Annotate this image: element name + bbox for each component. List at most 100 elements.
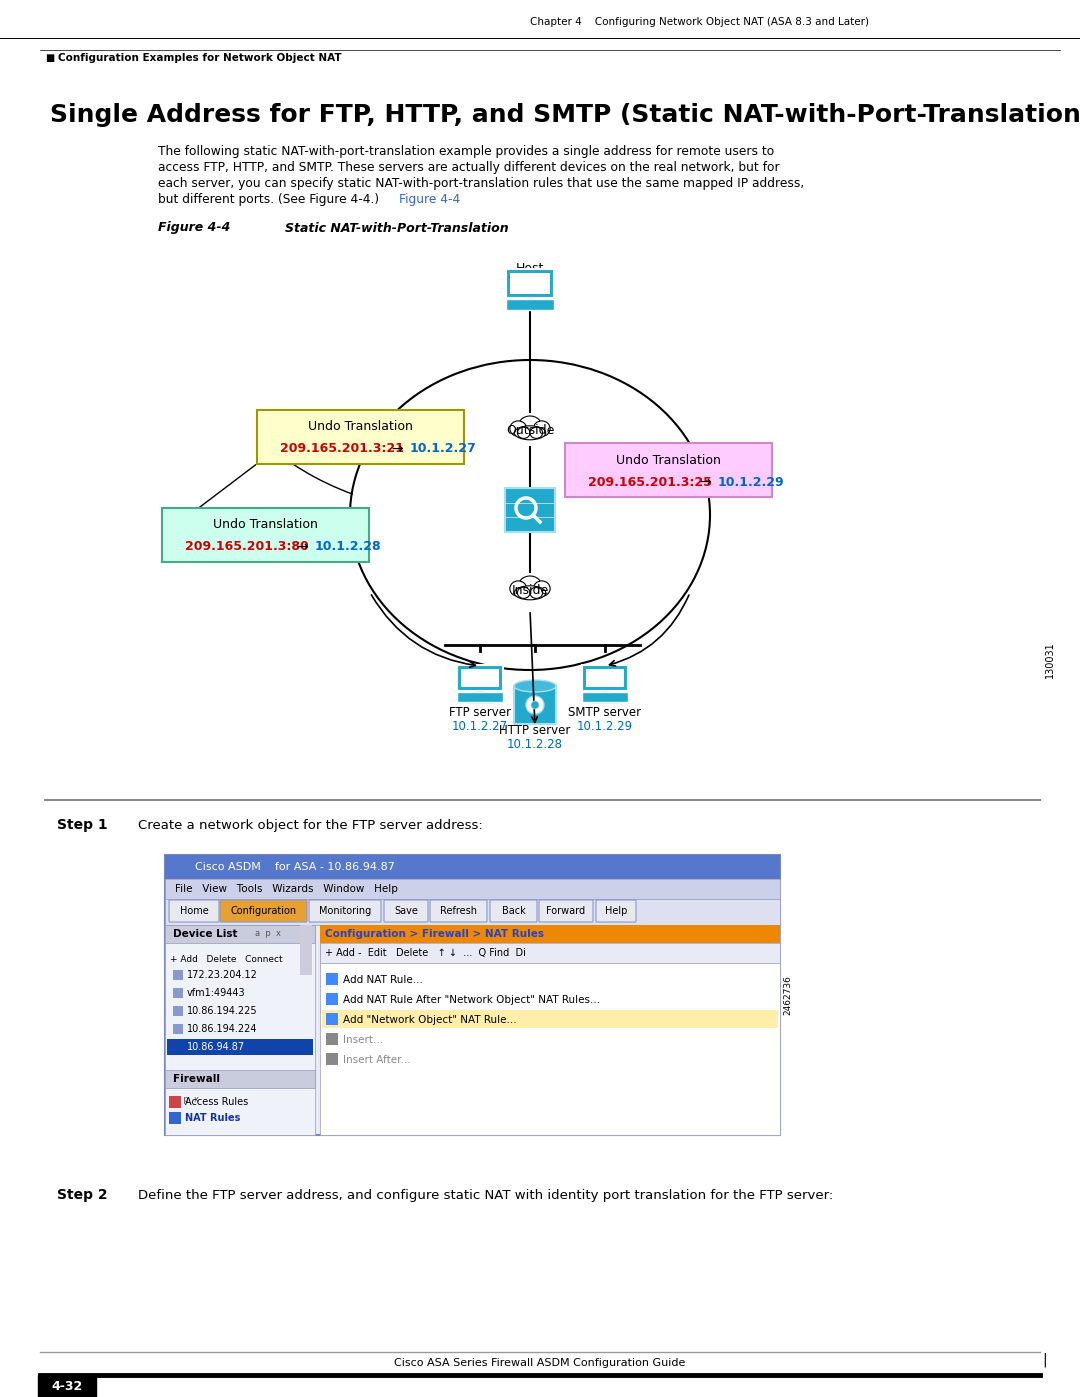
Text: Refresh: Refresh	[440, 907, 477, 916]
Text: 4-32: 4-32	[52, 1379, 83, 1393]
Ellipse shape	[510, 581, 527, 597]
Text: Undo Translation: Undo Translation	[308, 420, 413, 433]
Text: but different ports. (See Figure 4-4.): but different ports. (See Figure 4-4.)	[158, 194, 379, 207]
FancyBboxPatch shape	[510, 274, 550, 293]
Text: Forward: Forward	[546, 907, 585, 916]
Ellipse shape	[530, 427, 542, 439]
FancyBboxPatch shape	[320, 943, 780, 963]
Text: FTP server: FTP server	[449, 705, 511, 718]
Text: →: →	[391, 441, 403, 455]
Text: 10.86.194.225: 10.86.194.225	[187, 1006, 258, 1016]
FancyBboxPatch shape	[476, 690, 484, 698]
Text: Define the FTP server address, and configure static NAT with identity port trans: Define the FTP server address, and confi…	[138, 1189, 834, 1201]
Text: 2462736: 2462736	[783, 975, 793, 1016]
FancyBboxPatch shape	[173, 1006, 183, 1016]
Text: Configuration > Firewall > NAT Rules: Configuration > Firewall > NAT Rules	[325, 929, 544, 939]
Text: Figure 4-4: Figure 4-4	[158, 222, 230, 235]
Text: a  p  x: a p x	[173, 1095, 199, 1105]
Text: 10.1.2.27: 10.1.2.27	[409, 443, 476, 455]
Text: Configuration: Configuration	[230, 907, 297, 916]
FancyBboxPatch shape	[165, 855, 780, 1134]
Text: Single Address for FTP, HTTP, and SMTP (Static NAT-with-Port-Translation): Single Address for FTP, HTTP, and SMTP (…	[50, 103, 1080, 127]
Ellipse shape	[514, 680, 556, 692]
Text: Chapter 4    Configuring Network Object NAT (ASA 8.3 and Later): Chapter 4 Configuring Network Object NAT…	[530, 17, 869, 27]
Text: Step 2: Step 2	[57, 1187, 108, 1201]
FancyBboxPatch shape	[326, 972, 338, 985]
Text: HTTP server: HTTP server	[499, 724, 570, 736]
FancyBboxPatch shape	[586, 669, 624, 686]
FancyBboxPatch shape	[168, 1097, 181, 1108]
FancyBboxPatch shape	[300, 925, 312, 975]
FancyBboxPatch shape	[257, 409, 463, 464]
Text: Configuration Examples for Network Object NAT: Configuration Examples for Network Objec…	[58, 53, 341, 63]
FancyBboxPatch shape	[507, 299, 554, 310]
FancyBboxPatch shape	[461, 669, 499, 686]
Ellipse shape	[517, 427, 530, 439]
Text: 10.1.2.27: 10.1.2.27	[451, 719, 508, 732]
FancyBboxPatch shape	[516, 305, 544, 310]
Text: access FTP, HTTP, and SMTP. These servers are actually different devices on the : access FTP, HTTP, and SMTP. These server…	[158, 162, 780, 175]
Text: Cisco ASDM    for ASA - 10.86.94.87: Cisco ASDM for ASA - 10.86.94.87	[195, 862, 395, 872]
Ellipse shape	[518, 576, 541, 595]
Text: SMTP server: SMTP server	[568, 705, 642, 718]
Text: + Add -  Edit   Delete   ↑ ↓  ...  Q Find  Di: + Add - Edit Delete ↑ ↓ ... Q Find Di	[325, 949, 526, 958]
Text: 10.1.2.29: 10.1.2.29	[577, 719, 633, 732]
FancyBboxPatch shape	[600, 690, 609, 698]
Text: Insert After...: Insert After...	[343, 1055, 410, 1065]
Text: →: →	[296, 541, 308, 555]
Text: 130031: 130031	[1045, 641, 1055, 679]
Text: The following static NAT-with-port-translation example provides a single address: The following static NAT-with-port-trans…	[158, 145, 774, 158]
FancyBboxPatch shape	[162, 509, 368, 562]
FancyBboxPatch shape	[173, 970, 183, 981]
Text: Undo Translation: Undo Translation	[616, 454, 720, 467]
FancyBboxPatch shape	[539, 900, 593, 922]
Text: Firewall: Firewall	[173, 1074, 220, 1084]
Text: Host: Host	[516, 261, 544, 274]
Text: each server, you can specify static NAT-with-port-translation rules that use the: each server, you can specify static NAT-…	[158, 177, 805, 190]
Text: Outside: Outside	[505, 423, 554, 436]
Text: Figure 4-4: Figure 4-4	[399, 194, 460, 207]
FancyBboxPatch shape	[165, 879, 780, 900]
FancyBboxPatch shape	[582, 692, 627, 701]
Text: Add "Network Object" NAT Rule...: Add "Network Object" NAT Rule...	[343, 1016, 516, 1025]
Ellipse shape	[534, 420, 550, 436]
Text: Help: Help	[605, 907, 627, 916]
Text: Device List: Device List	[173, 929, 238, 939]
Text: 209.165.201.3:80: 209.165.201.3:80	[185, 541, 309, 553]
FancyBboxPatch shape	[326, 1013, 338, 1025]
FancyBboxPatch shape	[165, 855, 780, 879]
Text: 10.1.2.29: 10.1.2.29	[718, 475, 784, 489]
FancyBboxPatch shape	[526, 298, 534, 306]
Ellipse shape	[530, 587, 542, 598]
FancyBboxPatch shape	[457, 692, 503, 701]
Text: Add NAT Rule After "Network Object" NAT Rules...: Add NAT Rule After "Network Object" NAT …	[343, 995, 600, 1004]
FancyBboxPatch shape	[326, 993, 338, 1004]
FancyBboxPatch shape	[326, 1053, 338, 1065]
Text: 10.86.94.87: 10.86.94.87	[187, 1042, 245, 1052]
FancyBboxPatch shape	[167, 1039, 313, 1055]
FancyBboxPatch shape	[320, 925, 780, 943]
FancyBboxPatch shape	[596, 900, 636, 922]
FancyBboxPatch shape	[457, 665, 503, 690]
FancyBboxPatch shape	[322, 1010, 778, 1028]
FancyBboxPatch shape	[309, 900, 381, 922]
Text: File   View   Tools   Wizards   Window   Help: File View Tools Wizards Window Help	[175, 884, 397, 894]
Text: 209.165.201.3:21: 209.165.201.3:21	[280, 443, 404, 455]
Text: 10.1.2.28: 10.1.2.28	[507, 739, 563, 752]
Ellipse shape	[517, 587, 530, 598]
Text: 10.86.194.224: 10.86.194.224	[187, 1024, 257, 1034]
Text: Monitoring: Monitoring	[319, 907, 372, 916]
FancyBboxPatch shape	[507, 270, 554, 298]
Text: ■: ■	[45, 53, 54, 63]
Text: |: |	[1042, 1352, 1048, 1368]
FancyBboxPatch shape	[384, 900, 428, 922]
Text: Access Rules: Access Rules	[185, 1097, 248, 1106]
Text: Undo Translation: Undo Translation	[213, 518, 318, 531]
FancyBboxPatch shape	[173, 1024, 183, 1034]
FancyBboxPatch shape	[505, 488, 555, 532]
Text: Cisco ASA Series Firewall ASDM Configuration Guide: Cisco ASA Series Firewall ASDM Configura…	[394, 1358, 686, 1368]
Text: NAT Rules: NAT Rules	[185, 1113, 241, 1123]
FancyBboxPatch shape	[165, 925, 315, 943]
FancyBboxPatch shape	[490, 900, 537, 922]
FancyBboxPatch shape	[165, 1070, 315, 1088]
